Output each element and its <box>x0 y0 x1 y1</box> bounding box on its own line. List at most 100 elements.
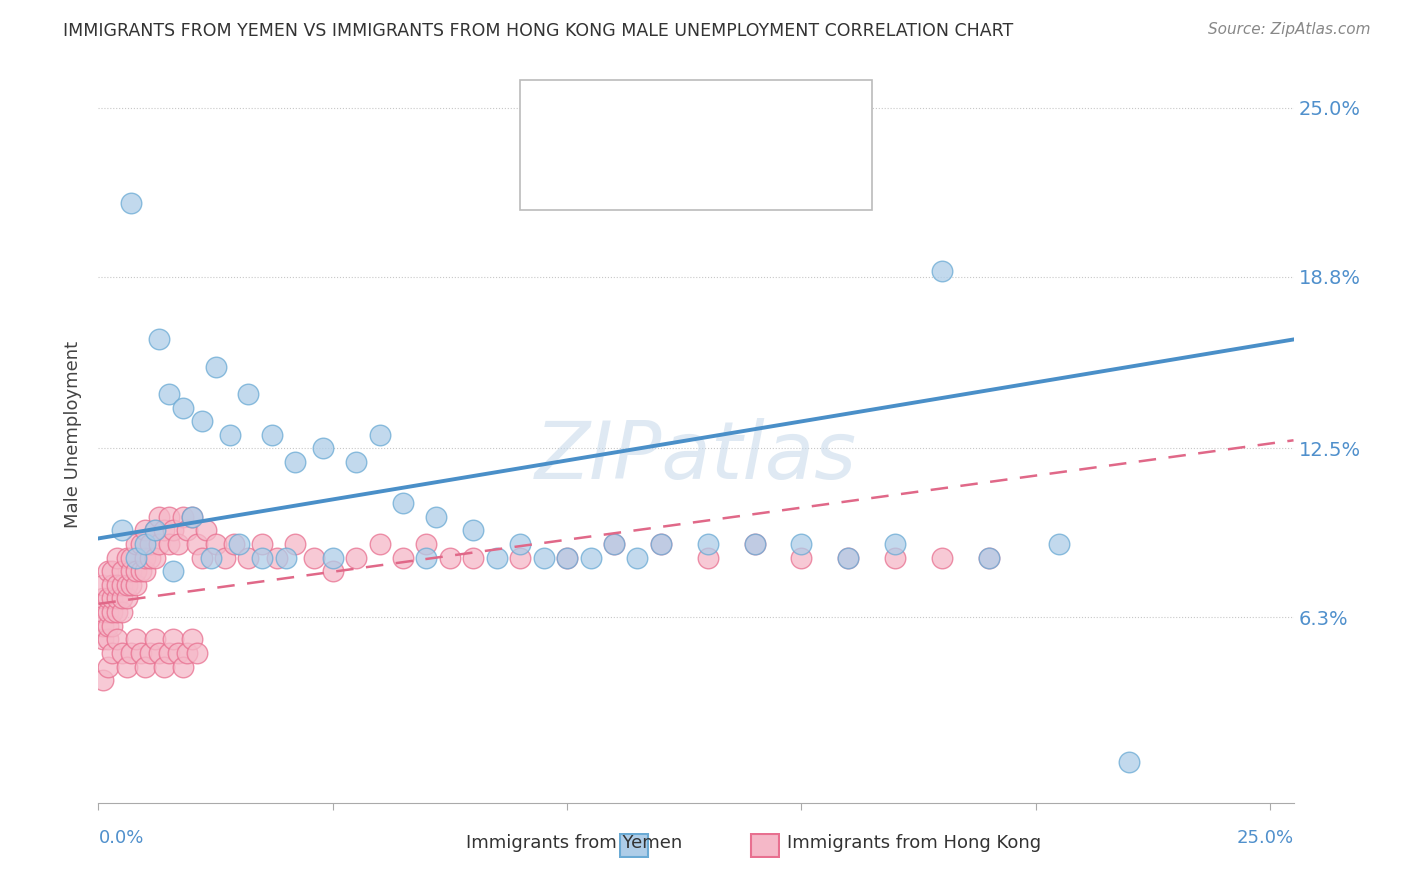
Point <box>650 537 672 551</box>
Point <box>97 632 120 647</box>
Point <box>97 659 120 673</box>
Text: N =: N = <box>702 112 745 130</box>
Point <box>214 550 236 565</box>
Point <box>260 428 283 442</box>
Point <box>125 632 148 647</box>
Point <box>111 646 134 660</box>
Point <box>157 646 180 660</box>
Point <box>176 646 198 660</box>
Point <box>238 387 260 401</box>
Point <box>101 591 124 606</box>
Point <box>555 550 578 565</box>
Point <box>153 659 176 673</box>
Point <box>157 387 180 401</box>
Point <box>139 550 162 565</box>
Point <box>129 646 152 660</box>
Point <box>134 659 156 673</box>
Point <box>322 564 344 578</box>
Point <box>463 523 485 537</box>
Point <box>266 550 288 565</box>
Point <box>344 455 367 469</box>
Point <box>148 333 170 347</box>
Point <box>603 537 626 551</box>
Point <box>368 428 391 442</box>
Point <box>111 591 134 606</box>
Point <box>463 550 485 565</box>
Point <box>125 537 148 551</box>
Text: Immigrants from Yemen: Immigrants from Yemen <box>465 834 682 852</box>
Point <box>186 537 208 551</box>
Point <box>162 632 184 647</box>
Point <box>111 605 134 619</box>
Point <box>143 550 166 565</box>
Point <box>91 618 114 632</box>
Point <box>143 632 166 647</box>
Point <box>139 646 162 660</box>
Point <box>977 550 1000 565</box>
Point <box>392 496 415 510</box>
Point <box>977 550 1000 565</box>
Point <box>218 428 240 442</box>
Point <box>533 550 555 565</box>
Point <box>157 509 180 524</box>
Point <box>181 509 204 524</box>
Point <box>91 591 114 606</box>
Point <box>884 550 907 565</box>
Point <box>125 578 148 592</box>
Point <box>312 442 335 456</box>
Point <box>181 632 204 647</box>
Point <box>120 196 142 211</box>
Point <box>579 550 602 565</box>
Point <box>509 550 531 565</box>
Text: 25.0%: 25.0% <box>1236 829 1294 847</box>
Point <box>284 455 307 469</box>
Point <box>105 591 128 606</box>
Point <box>115 550 138 565</box>
Point <box>111 578 134 592</box>
Point <box>134 523 156 537</box>
Point <box>252 550 274 565</box>
Point <box>129 564 152 578</box>
Point <box>650 537 672 551</box>
Point <box>322 550 344 565</box>
Point <box>392 550 415 565</box>
Point <box>790 550 813 565</box>
Text: 101: 101 <box>744 169 785 188</box>
Point <box>139 537 162 551</box>
Point <box>931 550 953 565</box>
Point <box>167 537 190 551</box>
Point <box>1047 537 1070 551</box>
Point <box>97 618 120 632</box>
Point <box>105 632 128 647</box>
Point <box>162 523 184 537</box>
Point <box>143 523 166 537</box>
Point <box>157 537 180 551</box>
Point <box>204 359 226 374</box>
Point <box>224 537 246 551</box>
Point <box>148 537 170 551</box>
Point <box>101 618 124 632</box>
Text: IMMIGRANTS FROM YEMEN VS IMMIGRANTS FROM HONG KONG MALE UNEMPLOYMENT CORRELATION: IMMIGRANTS FROM YEMEN VS IMMIGRANTS FROM… <box>63 22 1014 40</box>
Point <box>415 537 437 551</box>
Point <box>790 537 813 551</box>
Point <box>91 605 114 619</box>
Point <box>111 523 134 537</box>
Point <box>837 550 859 565</box>
Point <box>284 537 307 551</box>
Point <box>485 550 508 565</box>
Point <box>626 550 648 565</box>
Point <box>302 550 325 565</box>
Text: 0.0%: 0.0% <box>98 829 143 847</box>
Point <box>105 578 128 592</box>
Point <box>439 550 461 565</box>
Point <box>125 550 148 565</box>
Point <box>696 550 718 565</box>
Point <box>228 537 250 551</box>
Point <box>176 523 198 537</box>
Point <box>190 550 212 565</box>
Point <box>97 564 120 578</box>
Point <box>101 646 124 660</box>
Point <box>148 509 170 524</box>
Y-axis label: Male Unemployment: Male Unemployment <box>65 342 83 528</box>
Point <box>415 550 437 565</box>
